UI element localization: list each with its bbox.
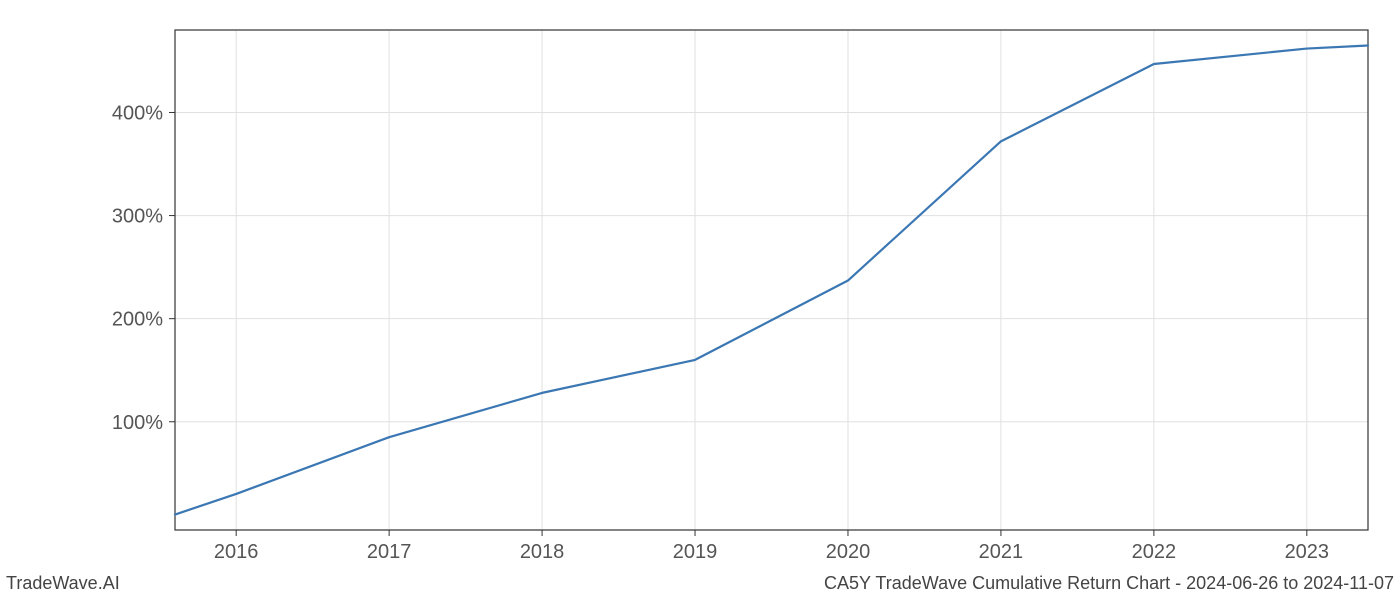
y-tick-label: 400% [112,102,163,124]
x-tick-label: 2019 [673,541,718,563]
footer-left-text: TradeWave.AI [6,573,120,594]
x-tick-label: 2016 [214,541,259,563]
y-tick-label: 300% [112,206,163,228]
y-tick-label: 100% [112,412,163,434]
x-tick-label: 2018 [520,541,565,563]
x-tick-label: 2021 [979,541,1024,563]
x-tick-label: 2017 [367,541,412,563]
chart-container: 2016 2017 2018 2019 2020 2021 2022 2023 100% 200%… [0,0,1400,600]
y-tick-label: 200% [112,309,163,331]
line-chart: 2016 2017 2018 2019 2020 2021 2022 2023 100% 200%… [0,0,1400,600]
x-tick-label: 2022 [1132,541,1177,563]
x-tick-label: 2020 [826,541,871,563]
x-tick-label: 2023 [1285,541,1330,563]
footer-right-text: CA5Y TradeWave Cumulative Return Chart -… [824,573,1394,594]
